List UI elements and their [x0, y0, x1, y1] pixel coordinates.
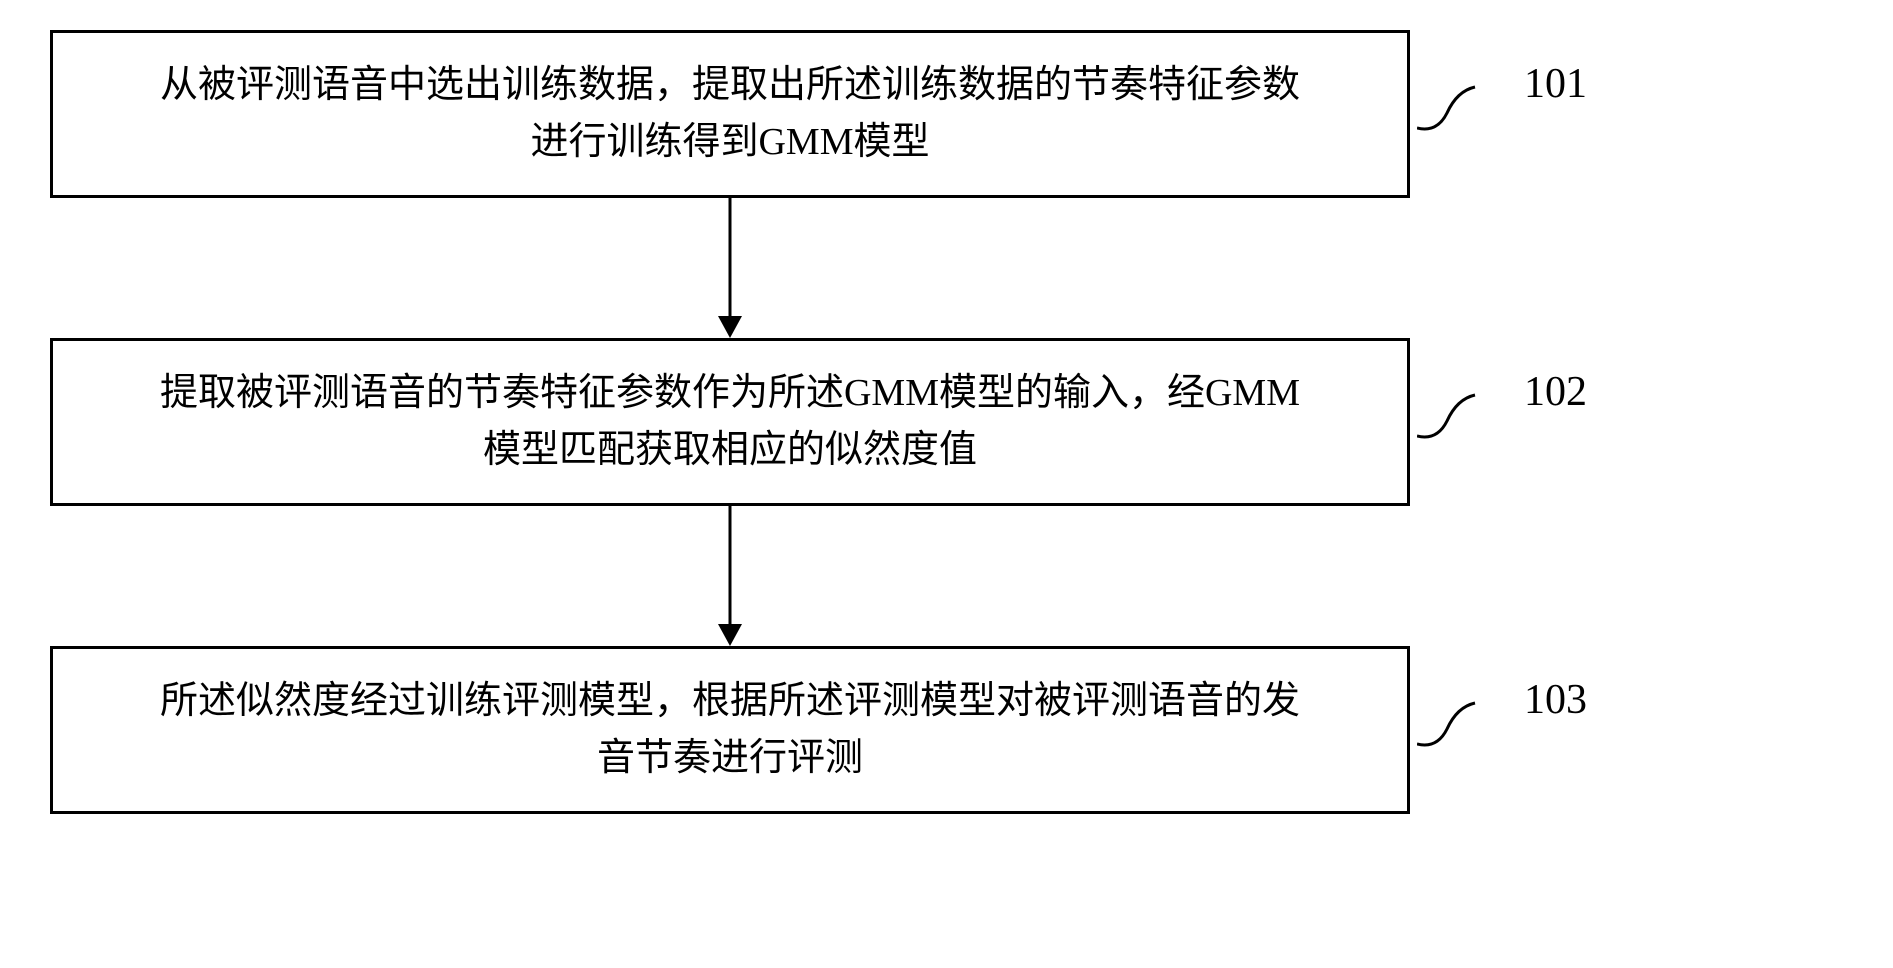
- flowchart-container: 从被评测语音中选出训练数据，提取出所述训练数据的节奏特征参数 进行训练得到GMM…: [50, 30, 1650, 814]
- step-text-line2: 进行训练得到GMM模型: [93, 114, 1367, 171]
- arrow-down-icon: [710, 506, 750, 646]
- step-box-103: 所述似然度经过训练评测模型，根据所述评测模型对被评测语音的发 音节奏进行评测 1…: [50, 646, 1410, 814]
- label-connector-curve: [1417, 83, 1477, 138]
- arrow-connector: [50, 198, 1410, 338]
- step-label: 103: [1524, 669, 1587, 732]
- step-text-line1: 提取被评测语音的节奏特征参数作为所述GMM模型的输入，经GMM: [93, 365, 1367, 422]
- step-text-line1: 所述似然度经过训练评测模型，根据所述评测模型对被评测语音的发: [93, 673, 1367, 730]
- step-text-line2: 音节奏进行评测: [93, 730, 1367, 787]
- step-label: 101: [1524, 53, 1587, 116]
- step-text-line2: 模型匹配获取相应的似然度值: [93, 422, 1367, 479]
- step-label: 102: [1524, 361, 1587, 424]
- arrow-down-icon: [710, 198, 750, 338]
- label-connector-curve: [1417, 699, 1477, 754]
- step-box-102: 提取被评测语音的节奏特征参数作为所述GMM模型的输入，经GMM 模型匹配获取相应…: [50, 338, 1410, 506]
- step-box-101: 从被评测语音中选出训练数据，提取出所述训练数据的节奏特征参数 进行训练得到GMM…: [50, 30, 1410, 198]
- step-text-line1: 从被评测语音中选出训练数据，提取出所述训练数据的节奏特征参数: [93, 57, 1367, 114]
- label-connector-curve: [1417, 391, 1477, 446]
- arrow-connector: [50, 506, 1410, 646]
